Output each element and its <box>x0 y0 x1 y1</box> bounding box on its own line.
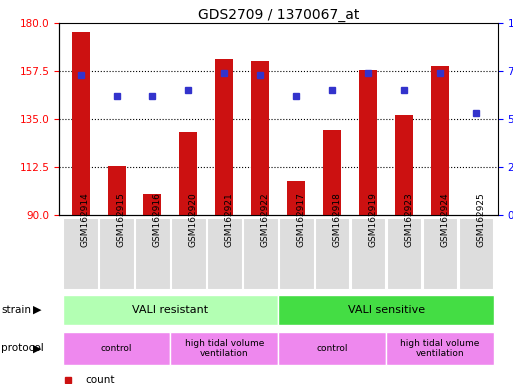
Bar <box>423 218 458 289</box>
Text: GSM162920: GSM162920 <box>188 192 198 247</box>
Bar <box>387 218 421 289</box>
Text: high tidal volume
ventilation: high tidal volume ventilation <box>401 339 480 358</box>
Bar <box>395 115 413 215</box>
Bar <box>72 31 90 215</box>
Text: high tidal volume
ventilation: high tidal volume ventilation <box>185 339 264 358</box>
Bar <box>323 130 341 215</box>
Bar <box>315 218 349 289</box>
Text: count: count <box>85 375 115 384</box>
Text: GSM162918: GSM162918 <box>332 192 341 247</box>
Bar <box>351 218 385 289</box>
Text: GSM162922: GSM162922 <box>260 192 269 247</box>
Text: GSM162923: GSM162923 <box>404 192 413 247</box>
Bar <box>279 218 313 289</box>
Bar <box>431 66 449 215</box>
Bar <box>170 332 279 365</box>
Bar <box>63 218 98 289</box>
Text: protocol: protocol <box>1 343 44 354</box>
Bar <box>99 218 134 289</box>
Bar <box>251 61 269 215</box>
Bar <box>359 70 377 215</box>
Text: GSM162916: GSM162916 <box>152 192 162 247</box>
Text: GSM162925: GSM162925 <box>476 192 485 247</box>
Bar <box>135 218 170 289</box>
Bar <box>459 218 494 289</box>
Bar <box>180 132 198 215</box>
Text: control: control <box>101 344 132 353</box>
Text: ▶: ▶ <box>33 305 42 315</box>
Bar <box>63 332 170 365</box>
Bar <box>287 181 305 215</box>
Text: GSM162914: GSM162914 <box>81 192 90 247</box>
Text: GSM162924: GSM162924 <box>440 192 449 247</box>
Bar <box>171 218 206 289</box>
Bar <box>386 332 494 365</box>
Text: control: control <box>317 344 348 353</box>
Text: strain: strain <box>1 305 31 315</box>
Text: GSM162921: GSM162921 <box>224 192 233 247</box>
Text: VALI sensitive: VALI sensitive <box>348 305 425 315</box>
Text: ▶: ▶ <box>33 343 42 354</box>
Text: GSM162919: GSM162919 <box>368 192 377 247</box>
Text: GSM162917: GSM162917 <box>297 192 305 247</box>
Bar <box>243 218 278 289</box>
Bar <box>144 194 162 215</box>
Text: VALI resistant: VALI resistant <box>132 305 208 315</box>
Title: GDS2709 / 1370067_at: GDS2709 / 1370067_at <box>198 8 359 22</box>
Bar <box>215 59 233 215</box>
Bar <box>278 295 494 325</box>
Bar <box>278 332 386 365</box>
Bar <box>207 218 242 289</box>
Bar <box>108 166 126 215</box>
Bar <box>63 295 279 325</box>
Text: GSM162915: GSM162915 <box>116 192 126 247</box>
